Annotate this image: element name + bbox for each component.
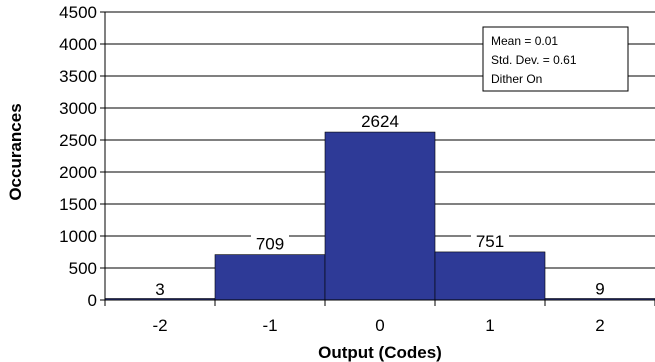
data-label: 2624 (361, 112, 399, 131)
x-tick-label: 1 (485, 316, 494, 335)
data-label-background (591, 279, 609, 298)
bar (214, 254, 326, 301)
y-tick-label: 4500 (59, 3, 97, 22)
bar (434, 251, 546, 301)
stats-box-frame (482, 26, 629, 92)
bars (104, 131, 655, 301)
data-label-background (356, 112, 404, 131)
data-label-background (151, 279, 169, 298)
axes (100, 11, 655, 306)
y-axis-title: Occurances (6, 103, 25, 200)
data-label: 751 (476, 232, 504, 251)
stats-box: Mean = 0.01 Std. Dev. = 0.61 Dither On (482, 26, 629, 92)
data-label: 709 (256, 235, 284, 254)
data-label: 3 (155, 280, 164, 299)
y-tick-label: 4000 (59, 35, 97, 54)
x-tick-label: 2 (595, 316, 604, 335)
data-label-background (251, 234, 289, 253)
data-labels: 3 709 2624 751 9 (151, 112, 609, 299)
stats-mean: Mean = 0.01 (491, 34, 558, 48)
stats-std-dev: Std. Dev. = 0.61 (491, 53, 577, 67)
y-tick-label: 2000 (59, 163, 97, 182)
y-tick-label: 2500 (59, 131, 97, 150)
bar (324, 131, 436, 301)
data-label: 9 (595, 279, 604, 298)
x-tick-label: -2 (152, 316, 167, 335)
y-tick-label: 1500 (59, 195, 97, 214)
x-tick-label: -1 (262, 316, 277, 335)
y-tick-label: 3500 (59, 67, 97, 86)
y-tick-label: 1000 (59, 227, 97, 246)
x-tick-label: 0 (375, 316, 384, 335)
stats-dither: Dither On (491, 72, 542, 86)
y-tick-labels: 0 500 1000 1500 2000 2500 3000 3500 4000 4500 (59, 3, 97, 310)
y-tick-label: 3000 (59, 99, 97, 118)
data-label-background (471, 231, 509, 250)
x-tick-labels: -2 -1 0 1 2 (152, 316, 604, 335)
y-tick-label: 0 (88, 291, 97, 310)
y-tick-label: 500 (69, 259, 97, 278)
x-axis-title: Output (Codes) (318, 343, 442, 362)
